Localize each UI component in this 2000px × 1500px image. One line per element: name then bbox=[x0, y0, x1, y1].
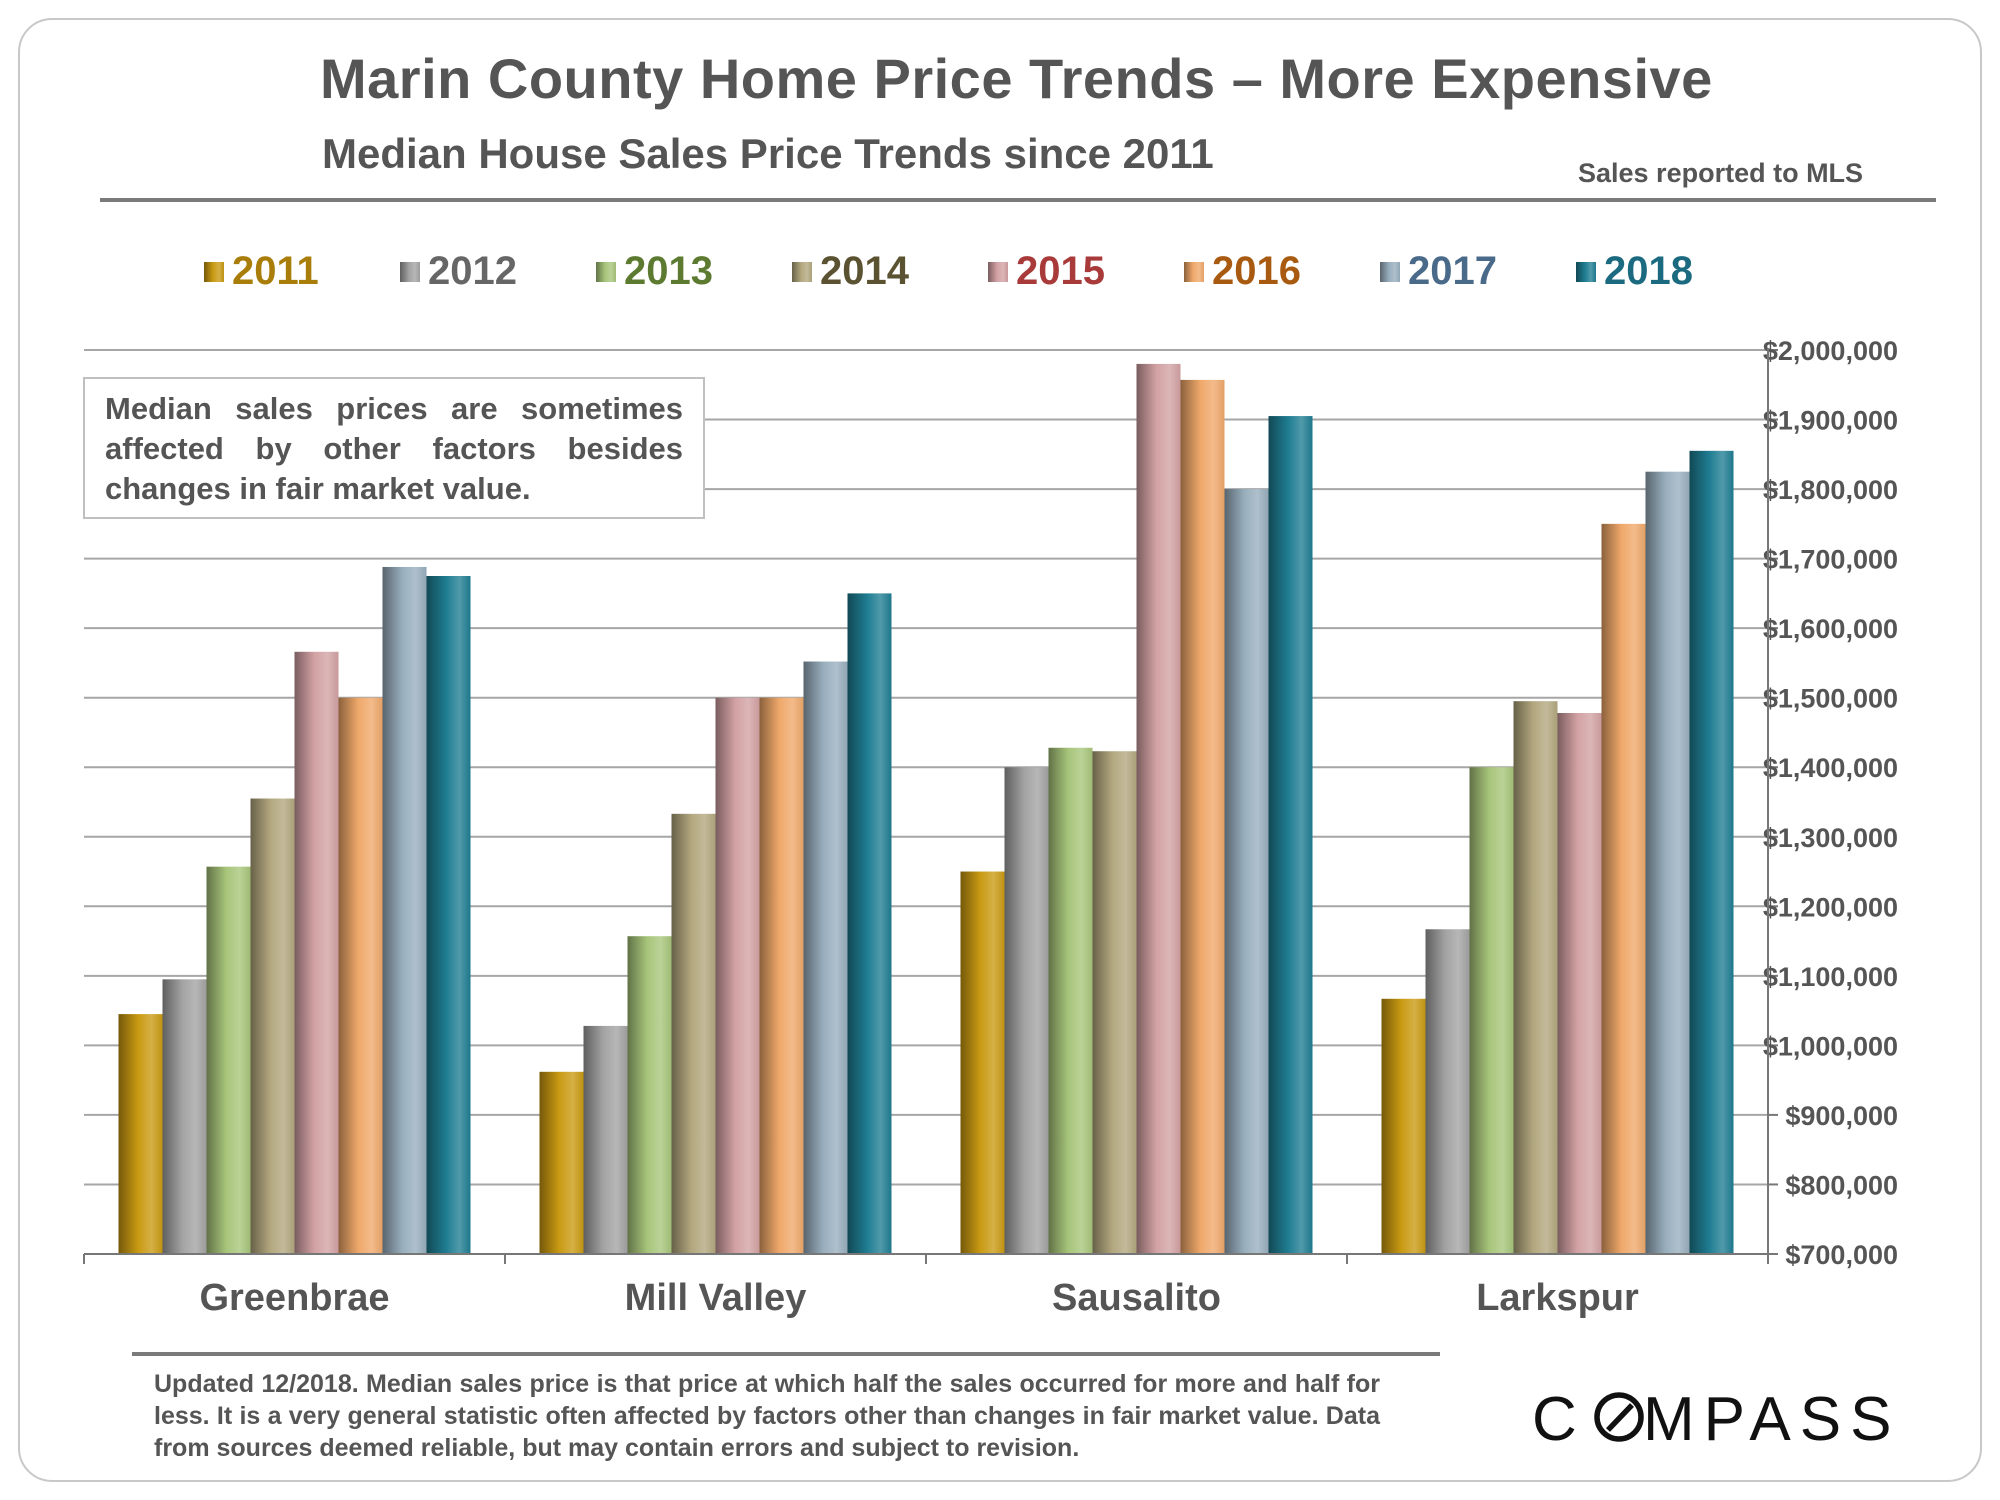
x-tick-label: Greenbrae bbox=[199, 1277, 389, 1319]
y-tick-label: $1,700,000 bbox=[1763, 545, 1898, 575]
y-tick-label: $1,600,000 bbox=[1763, 614, 1898, 644]
legend-label-2014: 2014 bbox=[820, 249, 910, 293]
legend-swatch-2014 bbox=[792, 262, 812, 282]
y-tick-label: $1,000,000 bbox=[1763, 1031, 1898, 1061]
svg-text:COMPASS: COMPASS bbox=[1532, 1385, 1900, 1454]
bar-larkspur-2015 bbox=[1557, 712, 1602, 1254]
bar-sausalito-2011 bbox=[960, 871, 1005, 1254]
page-title: Marin County Home Price Trends – More Ex… bbox=[320, 47, 1713, 110]
bar-larkspur-2016 bbox=[1601, 523, 1646, 1254]
y-tick-label: $1,400,000 bbox=[1763, 753, 1898, 783]
legend-swatch-2016 bbox=[1184, 262, 1204, 282]
legend-swatch-2012 bbox=[400, 262, 420, 282]
legend-swatch-2018 bbox=[1576, 262, 1596, 282]
bar-greenbrae-2011 bbox=[118, 1014, 163, 1254]
bar-mill-valley-2014 bbox=[671, 813, 716, 1254]
bar-mill-valley-2011 bbox=[539, 1071, 584, 1254]
bar-sausalito-2016 bbox=[1180, 379, 1225, 1254]
bar-sausalito-2017 bbox=[1224, 489, 1269, 1255]
legend-label-2011: 2011 bbox=[232, 249, 319, 293]
bar-greenbrae-2012 bbox=[162, 979, 207, 1254]
legend-label-2015: 2015 bbox=[1016, 249, 1105, 293]
bar-sausalito-2015 bbox=[1136, 363, 1181, 1254]
y-tick-label: $1,200,000 bbox=[1763, 892, 1898, 922]
legend: 2011 2012 2013 2014 2015 2016 2017 2018 bbox=[204, 249, 1693, 293]
bar-mill-valley-2018 bbox=[847, 593, 892, 1254]
bar-mill-valley-2012 bbox=[583, 1025, 628, 1254]
legend-swatch-2013 bbox=[596, 262, 616, 282]
footer-divider bbox=[132, 1352, 1440, 1356]
legend-swatch-2011 bbox=[204, 262, 224, 282]
bar-larkspur-2013 bbox=[1469, 767, 1514, 1254]
bar-greenbrae-2017 bbox=[382, 566, 427, 1254]
y-tick-label: $2,000,000 bbox=[1763, 336, 1898, 366]
bar-larkspur-2018 bbox=[1689, 450, 1734, 1254]
bar-mill-valley-2017 bbox=[803, 661, 848, 1254]
x-tick-label: Mill Valley bbox=[625, 1277, 807, 1319]
bars bbox=[118, 363, 1734, 1255]
bar-sausalito-2014 bbox=[1092, 751, 1137, 1254]
chart-subtitle: Median House Sales Price Trends since 20… bbox=[322, 130, 1214, 177]
bar-sausalito-2013 bbox=[1048, 747, 1093, 1254]
y-tick-label: $700,000 bbox=[1785, 1240, 1898, 1270]
bar-sausalito-2018 bbox=[1268, 416, 1313, 1254]
legend-label-2013: 2013 bbox=[624, 249, 713, 293]
compass-logo: COMPASS bbox=[1532, 1385, 1900, 1454]
bar-greenbrae-2013 bbox=[206, 866, 251, 1254]
bar-mill-valley-2016 bbox=[759, 697, 804, 1254]
y-tick-label: $1,500,000 bbox=[1763, 684, 1898, 714]
y-tick-label: $900,000 bbox=[1785, 1101, 1898, 1131]
legend-label-2017: 2017 bbox=[1408, 249, 1497, 293]
source-note: Sales reported to MLS bbox=[1578, 158, 1864, 188]
bar-larkspur-2012 bbox=[1425, 929, 1470, 1254]
legend-swatch-2017 bbox=[1380, 262, 1400, 282]
legend-label-2016: 2016 bbox=[1212, 249, 1301, 293]
bar-larkspur-2017 bbox=[1645, 471, 1690, 1254]
bar-mill-valley-2015 bbox=[715, 697, 760, 1254]
bar-greenbrae-2018 bbox=[426, 576, 471, 1254]
y-tick-label: $1,300,000 bbox=[1763, 823, 1898, 853]
legend-label-2012: 2012 bbox=[428, 249, 517, 293]
x-tick-label: Sausalito bbox=[1052, 1277, 1221, 1319]
x-tick-label: Larkspur bbox=[1476, 1277, 1639, 1319]
bar-greenbrae-2015 bbox=[294, 651, 339, 1254]
legend-label-2018: 2018 bbox=[1604, 249, 1693, 293]
y-tick-label: $1,100,000 bbox=[1763, 962, 1898, 992]
callout-box: Median sales prices are sometimes affect… bbox=[83, 377, 705, 519]
y-tick-label: $800,000 bbox=[1785, 1170, 1898, 1200]
bar-greenbrae-2014 bbox=[250, 798, 295, 1254]
bar-greenbrae-2016 bbox=[338, 697, 383, 1254]
bar-mill-valley-2013 bbox=[627, 936, 672, 1254]
axes: $700,000 $800,000 $900,000 $1,000,000 $1,100… bbox=[83, 336, 1898, 1319]
bar-larkspur-2011 bbox=[1381, 998, 1426, 1254]
legend-swatch-2015 bbox=[988, 262, 1008, 282]
y-tick-label: $1,800,000 bbox=[1763, 475, 1898, 505]
bar-larkspur-2014 bbox=[1513, 701, 1558, 1254]
y-tick-label: $1,900,000 bbox=[1763, 406, 1898, 436]
header-divider bbox=[100, 198, 1936, 202]
bar-sausalito-2012 bbox=[1004, 767, 1049, 1254]
footnote: Updated 12/2018. Median sales price is t… bbox=[154, 1370, 1380, 1462]
